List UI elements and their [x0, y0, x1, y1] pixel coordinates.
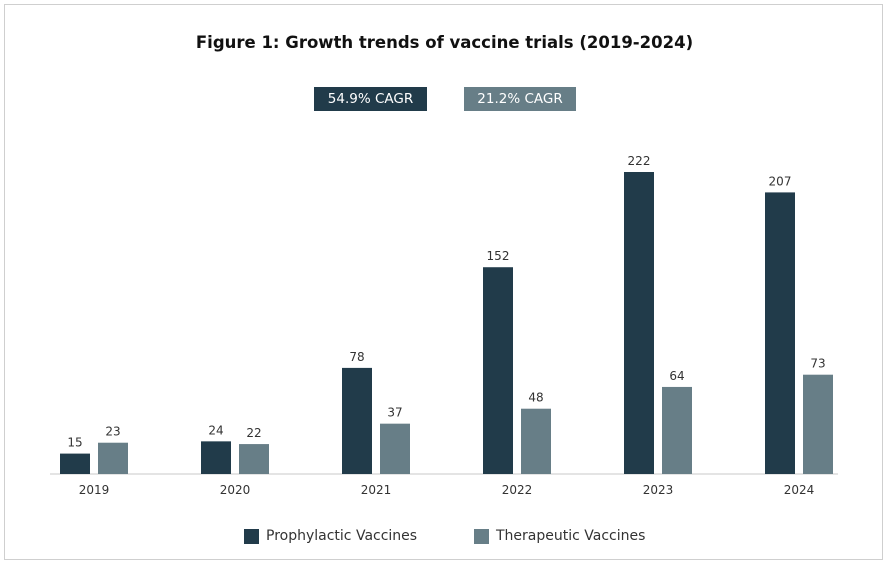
bar-prophylactic-2019 [60, 453, 90, 474]
x-tick-label-2023: 2023 [643, 483, 674, 497]
legend-swatch-prophylactic [244, 528, 259, 544]
data-label-prophylactic-2020: 24 [208, 423, 223, 437]
legend-label-prophylactic: Prophylactic Vaccines [266, 528, 418, 544]
chart-title: Figure 1: Growth trends of vaccine trial… [195, 33, 694, 52]
data-label-therapeutic-2020: 22 [246, 426, 261, 440]
legend-label-therapeutic: Therapeutic Vaccines [496, 528, 646, 544]
data-label-prophylactic-2022: 152 [487, 249, 510, 263]
x-tick-label-2024: 2024 [784, 483, 815, 497]
bar-therapeutic-2020 [239, 444, 269, 474]
legend-item-prophylactic: Prophylactic Vaccines [244, 527, 417, 545]
x-tick-label-2020: 2020 [220, 483, 251, 497]
legend-swatch-therapeutic [474, 528, 489, 544]
legend-item-therapeutic: Therapeutic Vaccines [474, 527, 645, 545]
cagr-badge-prophylactic: 54.9% CAGR [314, 87, 427, 111]
bar-prophylactic-2021 [342, 367, 372, 474]
bar-prophylactic-2024 [765, 192, 795, 475]
x-tick-label-2022: 2022 [502, 483, 533, 497]
bar-prophylactic-2020 [201, 441, 231, 474]
bar-prophylactic-2022 [483, 267, 513, 474]
data-label-therapeutic-2024: 73 [810, 357, 825, 371]
x-tick-label-2019: 2019 [79, 483, 110, 497]
data-label-prophylactic-2021: 78 [349, 350, 364, 364]
data-label-therapeutic-2023: 64 [669, 369, 684, 383]
bar-therapeutic-2024 [803, 374, 833, 474]
bar-prophylactic-2023 [624, 172, 654, 474]
bar-therapeutic-2021 [380, 423, 410, 474]
data-label-prophylactic-2019: 15 [67, 436, 82, 450]
bar-therapeutic-2023 [662, 386, 692, 474]
data-label-therapeutic-2019: 23 [105, 425, 120, 439]
bar-therapeutic-2019 [98, 442, 128, 474]
data-label-therapeutic-2022: 48 [528, 391, 543, 405]
data-label-prophylactic-2023: 222 [628, 154, 651, 168]
data-label-therapeutic-2021: 37 [387, 406, 402, 420]
x-tick-label-2021: 2021 [361, 483, 392, 497]
cagr-badge-therapeutic: 21.2% CAGR [464, 87, 576, 111]
chart-frame [4, 4, 883, 560]
data-label-prophylactic-2024: 207 [769, 174, 792, 188]
bar-therapeutic-2022 [521, 408, 551, 474]
